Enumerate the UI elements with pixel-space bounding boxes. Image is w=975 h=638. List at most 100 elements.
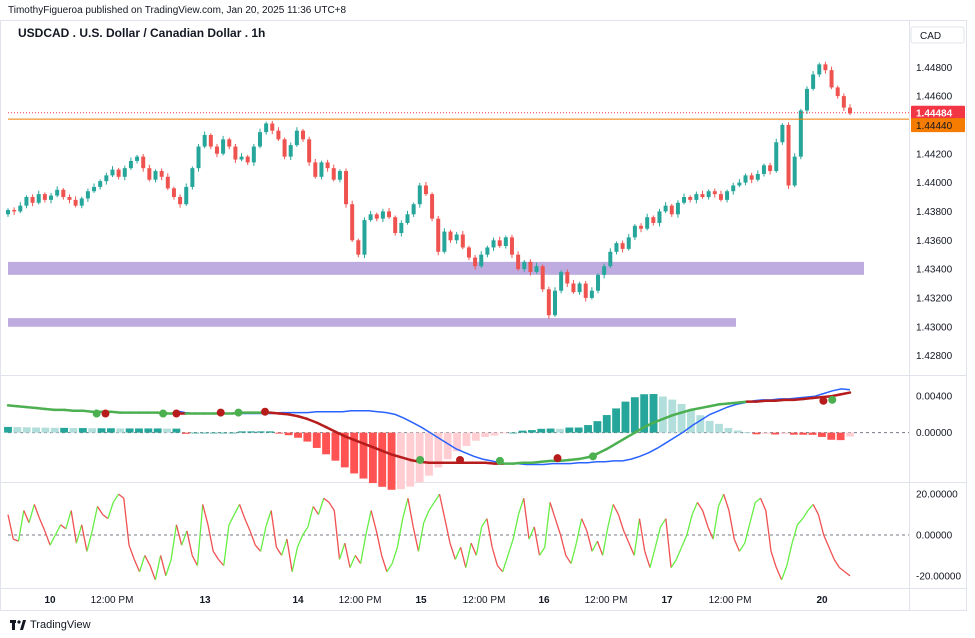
candle-body xyxy=(552,290,557,316)
candle xyxy=(589,287,594,300)
oscillator-segment xyxy=(623,530,630,544)
candle-body xyxy=(405,214,410,223)
macd-cross-dot xyxy=(101,409,110,418)
macd-cross-dot xyxy=(828,395,837,404)
macd-histogram-bar xyxy=(471,432,480,441)
price-tick-label: 1.43800 xyxy=(916,207,953,218)
macd-histogram-bar xyxy=(612,408,621,433)
macd-line-segment xyxy=(614,436,627,445)
oscillator-segment xyxy=(354,555,362,564)
macd-histogram-bar xyxy=(4,426,12,433)
candle-body xyxy=(325,162,330,169)
oscillator-segment xyxy=(828,546,835,560)
macd-cross-dot xyxy=(495,456,504,465)
candle xyxy=(110,166,115,178)
macd-histogram-bar xyxy=(724,427,733,433)
oscillator-segment xyxy=(202,504,209,525)
candle xyxy=(841,93,846,112)
candle-body xyxy=(848,107,852,114)
candle-body xyxy=(602,266,607,275)
macd-tick-label: 0.00000 xyxy=(916,428,953,439)
support-zone-2 xyxy=(8,318,736,327)
macd-histogram-bar xyxy=(640,394,649,433)
macd-line-segment xyxy=(811,395,824,400)
oscillator-segment xyxy=(707,526,714,540)
oscillator-segment xyxy=(33,504,41,519)
oscillator-segment xyxy=(649,547,656,568)
oscillator-segment xyxy=(81,524,88,552)
oscillator-segment xyxy=(686,514,693,536)
oscillator-segment xyxy=(70,510,78,544)
time-tick-label: 17 xyxy=(661,595,673,606)
oscillator-segment xyxy=(502,555,509,572)
price-badges: 1.44484 1.44440 xyxy=(911,105,965,133)
macd-histogram-bar xyxy=(518,430,527,433)
oscillator-segment xyxy=(812,504,820,515)
candlestick-series xyxy=(6,61,852,319)
tradingview-footer[interactable]: TradingView xyxy=(10,619,91,631)
macd-histogram-bar xyxy=(527,430,536,433)
candle xyxy=(24,195,29,209)
macd-line-segment xyxy=(558,458,571,463)
macd-line-segment xyxy=(6,404,19,408)
macd-line-segment xyxy=(16,404,28,409)
macd-histogram-bar xyxy=(228,432,237,434)
current-price-badge xyxy=(911,105,965,120)
macd-line-segment xyxy=(577,455,590,461)
oscillator-segment xyxy=(786,543,793,566)
candle xyxy=(239,153,244,162)
candle-body xyxy=(528,261,533,272)
candle-body xyxy=(233,146,238,160)
oscillator-segment xyxy=(417,522,425,552)
candle xyxy=(571,280,576,294)
candle xyxy=(706,189,711,200)
macd-histogram-bar xyxy=(266,431,274,433)
oscillator-segment xyxy=(233,504,241,515)
candle-body xyxy=(239,156,244,160)
macd-line-segment xyxy=(352,438,365,445)
oscillator-segment xyxy=(223,524,230,566)
candle xyxy=(817,62,822,78)
candle-body xyxy=(626,237,631,249)
macd-histogram-bar xyxy=(658,396,667,433)
macd-line-segment xyxy=(324,425,337,433)
oscillator-segment xyxy=(438,494,446,519)
oscillator-segment xyxy=(807,503,814,511)
candle-body xyxy=(61,189,66,197)
macd-tick-label: 0.00400 xyxy=(916,392,953,403)
candle-body xyxy=(596,274,601,291)
macd-line-segment xyxy=(624,431,637,440)
oscillator-segment xyxy=(75,524,83,544)
oscillator-segment xyxy=(181,530,188,546)
oscillator-segment xyxy=(281,538,288,556)
macd-line-segment xyxy=(699,404,711,410)
macd-histogram-bar xyxy=(799,432,808,435)
price-axis: 1.450001.448001.446001.444201.442001.440… xyxy=(916,34,953,362)
macd-histogram-bar xyxy=(191,432,200,434)
oscillator-segment xyxy=(191,555,199,566)
oscillator-segment xyxy=(138,555,146,572)
candle xyxy=(688,195,693,203)
oscillator-segment xyxy=(770,551,777,568)
oscillator-segment xyxy=(523,498,530,540)
oscillator-segment xyxy=(791,524,798,544)
candle-body xyxy=(559,271,564,291)
oscillator-segment xyxy=(459,547,467,568)
macd-cross-dot xyxy=(216,408,225,417)
candle xyxy=(608,248,613,268)
oscillator-segment xyxy=(291,547,299,572)
candle xyxy=(227,137,232,150)
macd-histogram-bar xyxy=(556,428,564,433)
macd-histogram-bar xyxy=(106,428,115,433)
oscillator-segment xyxy=(102,514,109,520)
candle-body xyxy=(792,156,797,186)
candle xyxy=(768,162,773,175)
oscillator-segment xyxy=(128,544,135,560)
candle-body xyxy=(251,146,256,163)
candle xyxy=(639,223,644,233)
macd-histogram-bar xyxy=(537,428,546,433)
footer-brand: TradingView xyxy=(30,619,91,631)
candle xyxy=(448,229,453,243)
oscillator-segment xyxy=(13,538,19,542)
